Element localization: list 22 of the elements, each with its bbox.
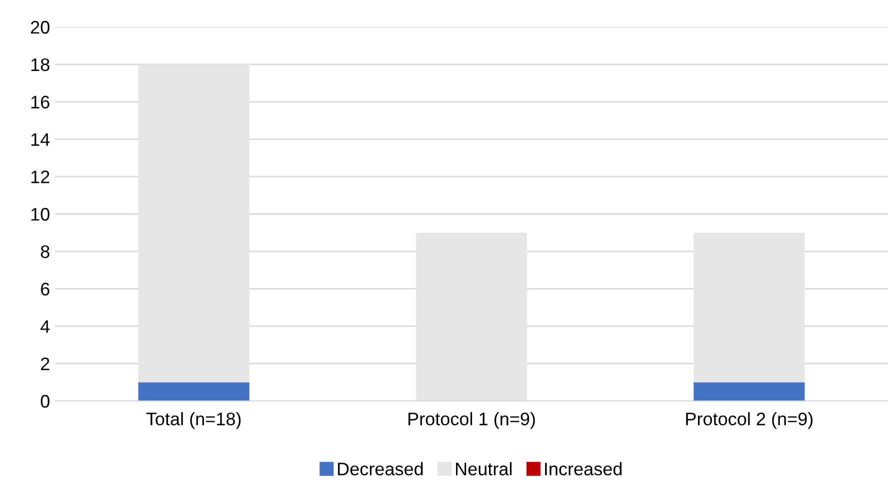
x-tick-label: Protocol 2 (n=9) bbox=[686, 412, 813, 429]
x-tick-label: Protocol 1 (n=9) bbox=[408, 412, 535, 429]
bar bbox=[416, 232, 528, 401]
y-tick-label: 14 bbox=[31, 133, 50, 146]
y-tick-label: 10 bbox=[31, 208, 50, 221]
y-tick-label: 2 bbox=[41, 358, 50, 370]
legend-label: Increased bbox=[545, 462, 622, 476]
y-tick-label: 16 bbox=[31, 96, 50, 109]
bar bbox=[138, 382, 250, 401]
y-tick-label: 4 bbox=[40, 320, 50, 333]
y-tick-label: 8 bbox=[40, 245, 50, 258]
bar bbox=[694, 232, 805, 382]
y-tick-label: 12 bbox=[31, 170, 50, 184]
y-tick-label: 20 bbox=[30, 20, 50, 34]
legend-label: Neutral bbox=[456, 462, 512, 476]
legend-label: Decreased bbox=[338, 462, 423, 476]
y-tick-label: 0 bbox=[40, 394, 50, 408]
y-tick-label: 18 bbox=[31, 58, 50, 72]
x-tick-label: Total (n=18) bbox=[146, 412, 241, 429]
bar bbox=[694, 382, 805, 401]
y-tick-label: 6 bbox=[41, 282, 50, 296]
bar bbox=[138, 64, 250, 382]
